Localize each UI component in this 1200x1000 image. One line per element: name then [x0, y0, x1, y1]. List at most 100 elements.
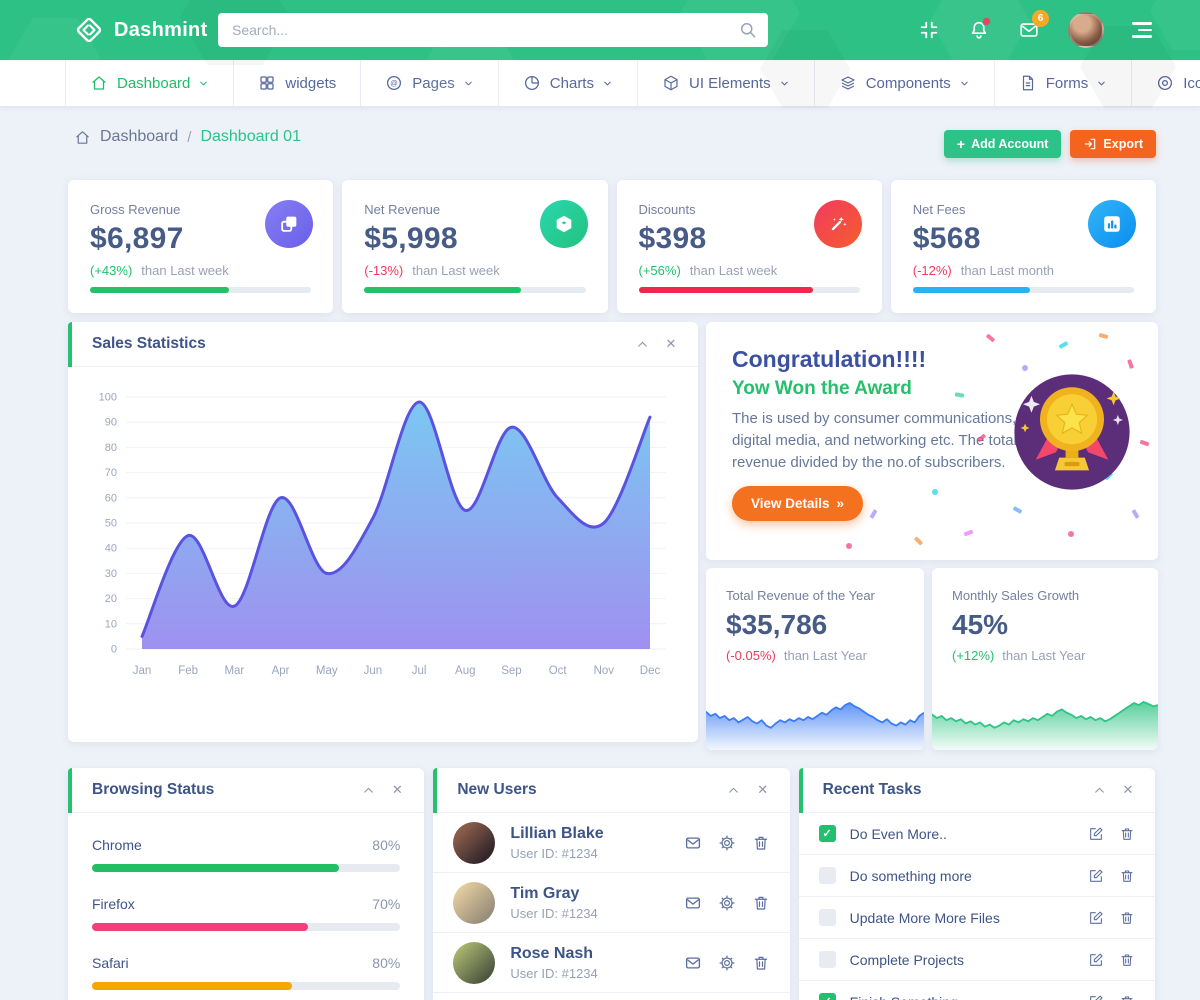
edit-icon[interactable] [1088, 868, 1104, 884]
trash-icon[interactable] [1119, 994, 1135, 1000]
stat-period: than Last week [412, 263, 500, 278]
task-checkbox[interactable] [818, 825, 836, 842]
congrats-title: Congratulation!!!! [732, 346, 927, 372]
svg-text:20: 20 [105, 593, 117, 605]
trash-icon[interactable] [752, 954, 770, 972]
grid-icon [258, 74, 276, 92]
search-input[interactable] [218, 13, 768, 47]
collapse-icon[interactable] [635, 337, 649, 351]
menu-toggle-icon[interactable] [1132, 22, 1152, 38]
svg-text:70: 70 [105, 467, 117, 479]
copy-icon [265, 200, 314, 248]
nav-item-charts[interactable]: Charts [499, 60, 638, 106]
notifications-bell-icon[interactable] [968, 17, 991, 41]
nav-item-dashboard[interactable]: Dashboard [65, 60, 235, 106]
box-icon [539, 200, 588, 248]
close-icon[interactable]: ✕ [757, 782, 769, 797]
svg-text:10: 10 [105, 618, 117, 630]
task-checkbox[interactable] [818, 909, 836, 926]
nav-item-forms[interactable]: Forms [995, 60, 1133, 106]
nav-item-ui-elements[interactable]: UI Elements [638, 60, 815, 106]
collapse-icon[interactable] [361, 783, 375, 797]
chevron-down-icon [602, 78, 613, 89]
user-avatar[interactable] [1068, 12, 1104, 48]
trash-icon[interactable] [1119, 868, 1135, 884]
user-name: Tim Gray [510, 885, 580, 903]
stat-value: $5,998 [364, 222, 458, 255]
task-checkbox[interactable] [818, 867, 836, 884]
edit-icon[interactable] [1088, 826, 1104, 842]
nav-item-components[interactable]: Components [815, 60, 995, 106]
browser-percent: 80% [372, 837, 401, 853]
add-account-button[interactable]: + Add Account [943, 130, 1062, 158]
task-label: Do Even More.. [849, 825, 947, 842]
brand-name: Dashmint [114, 18, 208, 41]
stat-period: than Last month [960, 263, 1054, 278]
browser-usage-chrome: Chrome 80% [92, 837, 401, 872]
bar-chart-icon [1088, 200, 1136, 248]
main-navigation: Dashboard widgets Pages Charts UI Elemen… [0, 60, 1200, 107]
task-checkbox[interactable] [818, 951, 836, 968]
nav-item-widgets[interactable]: widgets [234, 60, 362, 106]
browsing-status-panel: Browsing Status ✕ Chrome 80% Firefox 70% S… [68, 768, 425, 1000]
search-icon[interactable] [738, 20, 758, 40]
nav-item-icons[interactable]: Icons [1132, 60, 1200, 106]
close-icon[interactable]: ✕ [665, 336, 677, 351]
panel-title: Sales Statistics [92, 335, 206, 352]
double-arrow-icon: » [836, 496, 845, 512]
gear-icon[interactable] [718, 894, 736, 912]
stat-delta: (+43%) [90, 263, 133, 278]
brand[interactable]: Dashmint [74, 0, 208, 60]
svg-text:Apr: Apr [272, 665, 290, 677]
home-icon [74, 129, 91, 146]
close-icon[interactable]: ✕ [391, 782, 403, 797]
trash-icon[interactable] [752, 834, 770, 852]
edit-icon[interactable] [1088, 994, 1104, 1000]
stat-progress [638, 287, 860, 293]
edit-icon[interactable] [1088, 952, 1104, 968]
monthly-sales-growth-card: Monthly Sales Growth 45% (+12%) than Last… [932, 568, 1158, 750]
panel-accent-bar [433, 768, 438, 813]
nav-item-pages[interactable]: Pages [361, 60, 499, 106]
stat-title: Discounts [638, 202, 696, 217]
task-checkbox[interactable] [818, 993, 836, 1000]
export-button[interactable]: Export [1070, 130, 1156, 158]
gear-icon[interactable] [718, 954, 736, 972]
view-details-button[interactable]: View Details» [732, 486, 864, 522]
user-row: Tim Gray User ID: #1234 [433, 873, 790, 933]
close-icon[interactable]: ✕ [1122, 782, 1134, 797]
collapse-icon[interactable] [1092, 783, 1106, 797]
chevron-down-icon [198, 78, 209, 89]
brand-logo-icon [76, 17, 102, 43]
user-row: Rose Nash User ID: #1234 [433, 933, 790, 993]
panel-title: Browsing Status [92, 781, 215, 798]
browser-name: Firefox [92, 896, 135, 912]
trash-icon[interactable] [752, 894, 770, 912]
edit-icon[interactable] [1088, 910, 1104, 926]
user-id: User ID: #1234 [510, 905, 598, 921]
messages-mail-icon[interactable]: 6 [1018, 10, 1049, 41]
collapse-icon[interactable] [727, 783, 741, 797]
task-row: Do something more [798, 855, 1155, 897]
sales-area-chart: 0 10 20 30 40 50 60 70 80 90 100 Jan Feb Mar Apr May Jun… [99, 392, 666, 677]
user-row: Lillian Blake User ID: #1234 [433, 813, 790, 873]
trash-icon[interactable] [1119, 910, 1135, 926]
panel-accent-bar [798, 768, 803, 813]
mail-icon[interactable] [684, 834, 702, 852]
fullscreen-icon[interactable] [918, 19, 940, 41]
svg-text:0: 0 [111, 644, 117, 656]
trash-icon[interactable] [1119, 952, 1135, 968]
gear-icon[interactable] [718, 834, 736, 852]
task-label: Do something more [849, 867, 972, 884]
mail-icon[interactable] [684, 954, 702, 972]
browser-name: Chrome [92, 837, 142, 853]
mail-icon[interactable] [684, 894, 702, 912]
trash-icon[interactable] [1119, 826, 1135, 842]
stat-card-net-fees: Net Fees $568 (-12%) than Last month [890, 180, 1156, 313]
breadcrumb-current: Dashboard 01 [200, 128, 301, 145]
breadcrumb-root[interactable]: Dashboard [100, 128, 179, 145]
browser-usage-firefox: Firefox 70% [92, 896, 401, 931]
svg-text:May: May [316, 665, 338, 677]
at-circle-icon [385, 74, 403, 92]
